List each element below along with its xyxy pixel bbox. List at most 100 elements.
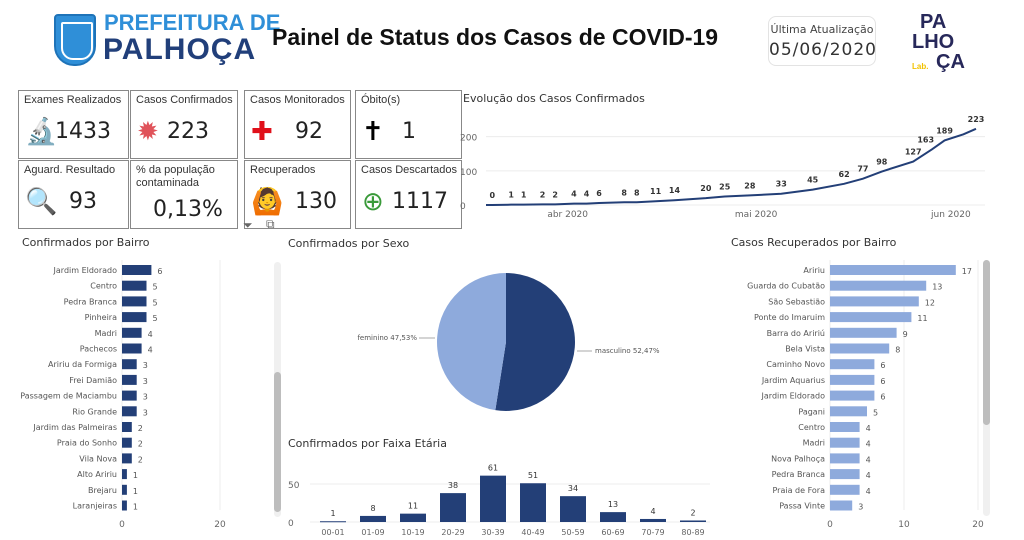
data-label: 1 xyxy=(133,487,138,496)
lab-logo-line2: LHO xyxy=(912,31,955,53)
virus-icon: ✹ xyxy=(137,117,159,147)
recovered-chart-title: Casos Recuperados por Bairro xyxy=(731,236,897,249)
category-label: Madri xyxy=(95,329,117,338)
data-label: 51 xyxy=(528,471,538,480)
magnifier-icon: 🔍 xyxy=(25,187,58,217)
filter-icon[interactable]: ⏷ xyxy=(243,218,253,232)
bar xyxy=(830,469,860,480)
bar xyxy=(830,359,875,370)
data-label: 33 xyxy=(776,180,787,189)
bar xyxy=(830,422,860,432)
data-label: 9 xyxy=(903,330,908,339)
data-label: 61 xyxy=(488,464,498,473)
data-label: 12 xyxy=(925,298,935,307)
category-label: Passa Vinte xyxy=(779,502,825,511)
bar xyxy=(320,521,346,523)
bar xyxy=(830,453,860,464)
x-tick-label: 80-89 xyxy=(681,528,704,537)
x-tick-label: 20-29 xyxy=(441,528,464,537)
data-label: 8 xyxy=(370,504,375,513)
bairro-scrollbar[interactable] xyxy=(274,262,281,517)
confirmed-by-neighborhood-chart: 0 20 Jardim Eldorado 6 Centro 5 Pedra Branca 5 P… xyxy=(20,260,226,530)
focus-mode-icon[interactable]: ⧉ xyxy=(266,217,275,231)
category-label: Rio Grande xyxy=(72,407,117,416)
kpi-card: Exames Realizados 🔬 1433 xyxy=(18,90,129,159)
kpi-card: Aguard. Resultado 🔍 93 xyxy=(18,160,129,229)
y-tick-label: 50 xyxy=(288,481,300,491)
data-label: 3 xyxy=(143,377,148,386)
plus-circle-icon: ⊕ xyxy=(362,187,384,217)
bar xyxy=(520,483,546,522)
category-label: Jardim das Palmeiras xyxy=(32,423,117,432)
pie-slice-masculino xyxy=(495,273,575,411)
last-update-value: 05/06/2020 xyxy=(769,40,877,60)
x-tick-label: 60-69 xyxy=(601,528,624,537)
bairro-scrollbar-thumb[interactable] xyxy=(274,372,281,512)
data-label: 4 xyxy=(571,190,577,199)
data-label: 2 xyxy=(690,508,695,517)
x-tick-label: 20 xyxy=(972,520,984,530)
bar xyxy=(122,280,147,291)
data-label: 3 xyxy=(143,393,148,402)
x-tick-label: mai 2020 xyxy=(735,210,778,220)
category-label: Laranjeiras xyxy=(73,502,117,511)
data-label: 14 xyxy=(669,186,681,195)
last-update-label: Última Atualização xyxy=(770,23,874,36)
data-label: 2 xyxy=(540,190,546,199)
slice-label: masculino 52,47% xyxy=(595,347,660,355)
data-label: 11 xyxy=(408,502,418,511)
category-label: Praia de Fora xyxy=(773,486,826,495)
x-tick-label: 10-19 xyxy=(401,528,424,537)
data-label: 5 xyxy=(873,408,878,417)
age-chart-title: Confirmados por Faixa Etária xyxy=(288,437,447,450)
pie-chart-title: Confirmados por Sexo xyxy=(288,237,410,250)
kpi-value: 92 xyxy=(295,119,323,144)
x-tick-label: 0 xyxy=(119,520,125,530)
data-label: 3 xyxy=(143,408,148,417)
kpi-value: 1117 xyxy=(392,189,448,214)
data-label: 77 xyxy=(857,165,868,174)
recovered-scrollbar-thumb[interactable] xyxy=(983,260,990,425)
x-tick-label: 01-09 xyxy=(361,528,384,537)
data-label: 28 xyxy=(744,181,756,190)
bar xyxy=(830,312,912,323)
data-label: 5 xyxy=(153,314,158,323)
sex-pie-chart: masculino 52,47% feminino 47,53% xyxy=(357,273,660,411)
category-label: Aririu xyxy=(803,266,825,275)
recovered-scrollbar[interactable] xyxy=(983,260,990,516)
bar xyxy=(600,512,626,522)
data-label: 6 xyxy=(880,361,885,370)
bar xyxy=(830,327,897,338)
bar xyxy=(560,496,586,522)
bar xyxy=(122,327,142,338)
bar xyxy=(830,343,890,354)
bar xyxy=(400,513,426,522)
kpi-card: Óbito(s) ✝ 1 xyxy=(355,90,462,159)
data-label: 13 xyxy=(932,283,942,292)
data-label: 5 xyxy=(153,298,158,307)
data-label: 1 xyxy=(508,191,514,200)
category-label: Centro xyxy=(90,282,117,291)
bar xyxy=(360,515,386,522)
microscope-icon: 🔬 xyxy=(25,117,58,147)
kpi-label: % da população contaminada xyxy=(136,164,215,189)
category-label: Nova Palhoça xyxy=(771,454,825,463)
x-tick-label: 70-79 xyxy=(641,528,664,537)
lab-logo-line1: PA xyxy=(920,11,947,33)
bar xyxy=(122,500,127,511)
data-label: 1 xyxy=(133,471,138,480)
kpi-label: Exames Realizados xyxy=(24,94,122,106)
bar xyxy=(122,296,147,307)
data-label: 6 xyxy=(880,393,885,402)
category-label: Aririu da Formiga xyxy=(48,360,117,369)
red-cross-icon: ✚ xyxy=(251,117,273,147)
category-label: Pachecos xyxy=(80,345,117,354)
bar xyxy=(122,437,132,448)
data-label: 3 xyxy=(143,361,148,370)
data-label: 3 xyxy=(858,503,863,512)
category-label: Pagani xyxy=(798,407,825,416)
kpi-value: 223 xyxy=(167,119,209,144)
x-tick-label: 20 xyxy=(214,520,226,530)
data-label: 6 xyxy=(157,267,162,276)
